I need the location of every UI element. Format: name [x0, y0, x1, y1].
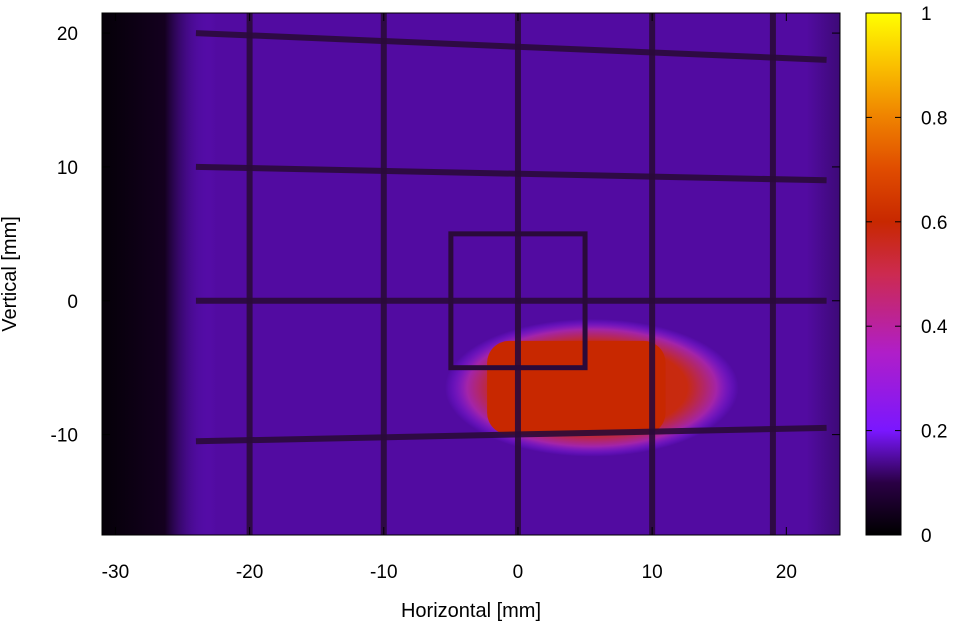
y-tick-label: 10 — [57, 158, 78, 179]
colorbar-border — [865, 12, 902, 536]
grid-wire-horizontal-0 — [195, 30, 827, 63]
right-edge-falloff — [806, 13, 840, 535]
frame-box — [448, 231, 588, 371]
colorbar-tick-label: 1 — [921, 4, 932, 25]
x-tick-label: 0 — [513, 562, 524, 583]
x-axis-label: Horizontal [mm] — [401, 600, 541, 622]
colorbar: 0 0.2 0.4 0.6 0.8 1 — [865, 4, 948, 547]
axis-ticks: -30 -20 -10 0 10 20 -10 0 10 20 — [51, 13, 840, 583]
dark-region — [102, 13, 217, 535]
hot-spot-core — [487, 340, 666, 435]
colorbar-tick-label: 0.8 — [921, 108, 947, 129]
x-tick-label: -20 — [236, 562, 263, 583]
y-tick-label: 0 — [67, 292, 78, 313]
plot-area — [102, 13, 840, 535]
plot-border — [101, 12, 841, 536]
x-tick-label: 20 — [776, 562, 797, 583]
colorbar-tick-label: 0.6 — [921, 213, 947, 234]
grid-wire-horizontal-1 — [195, 163, 827, 184]
colorbar-tick-label: 0.2 — [921, 422, 947, 443]
grid-wire-horizontal-3 — [195, 424, 827, 445]
colorbar-fill — [866, 13, 901, 535]
y-axis-label: Vertical [mm] — [0, 216, 21, 332]
x-tick-label: 10 — [642, 562, 663, 583]
colorbar-tick-label: 0.4 — [921, 317, 948, 338]
y-tick-label: 20 — [57, 24, 78, 45]
colorbar-tick-label: 0 — [921, 526, 932, 547]
y-tick-label: -10 — [51, 426, 78, 447]
x-tick-label: -10 — [370, 562, 397, 583]
heatmap-background — [102, 13, 840, 535]
x-tick-label: -30 — [102, 562, 129, 583]
